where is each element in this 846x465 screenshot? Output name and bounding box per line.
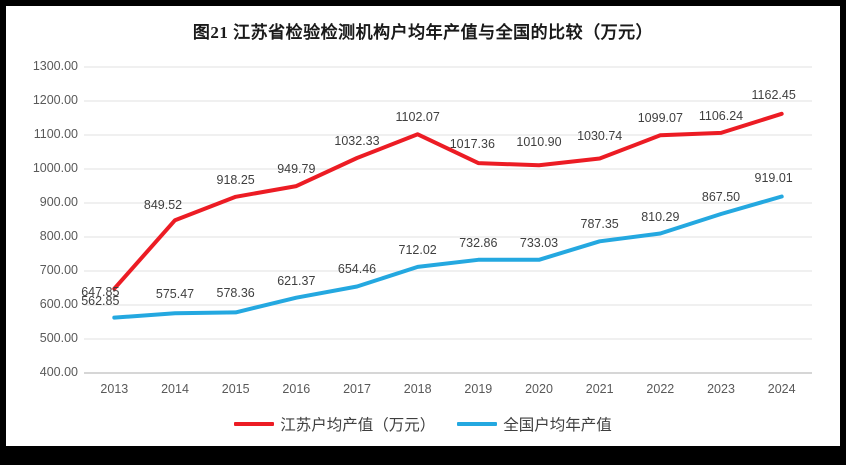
- x-axis-tick-label: 2023: [707, 382, 735, 396]
- x-axis-tick-label: 2014: [161, 382, 189, 396]
- x-axis-tick-label: 2018: [403, 382, 432, 396]
- data-label: 1099.07: [637, 111, 683, 126]
- y-axis-tick-label: 900.00: [39, 195, 78, 209]
- legend-label: 江苏户均产值（万元）: [280, 417, 436, 434]
- y-axis-tick-label: 400.00: [39, 365, 78, 379]
- data-label: 849.52: [143, 198, 183, 213]
- y-axis-tick-label: 1100.00: [33, 127, 78, 141]
- x-axis-tick-label: 2022: [646, 382, 675, 396]
- data-label: 732.86: [459, 235, 498, 250]
- y-axis-tick-label: 600.00: [39, 297, 78, 311]
- data-label: 1010.90: [516, 135, 562, 150]
- plot-area: 1300.00 1200.00 1100.00 1000.00 900.00 800.00…: [6, 6, 840, 446]
- y-axis-tick-label: 1300.00: [32, 59, 78, 73]
- legend-swatch-icon: [457, 422, 498, 426]
- y-axis-tick-label: 1000.00: [32, 161, 78, 175]
- x-axis-tick-label: 2016: [282, 382, 311, 396]
- data-label: 575.47: [155, 287, 195, 302]
- data-label: 562.85: [81, 293, 120, 308]
- x-axis-tick-label: 2017: [343, 382, 371, 396]
- x-axis-tick-label: 2024: [767, 382, 796, 396]
- data-label: 919.01: [754, 170, 793, 185]
- data-label: 949.79: [277, 162, 316, 177]
- data-label: 733.03: [519, 235, 559, 250]
- data-label: 654.46: [337, 262, 377, 277]
- data-label: 918.25: [216, 172, 255, 187]
- data-label: 647.85: [81, 284, 120, 299]
- data-label: 712.02: [398, 242, 437, 257]
- data-label: 1017.36: [449, 137, 495, 152]
- series-line-national: [112, 194, 784, 320]
- chart-title: 图21 江苏省检验检测机构户均年产值与全国的比较（万元）: [192, 23, 654, 42]
- y-axis-tick-label: 700.00: [39, 263, 78, 277]
- data-label: 1106.24: [698, 108, 744, 123]
- y-axis-tick-label: 800.00: [39, 229, 78, 243]
- legend-label: 全国户均年产值: [503, 417, 612, 434]
- chart-legend: 江苏户均产值（万元） 全国户均年产值: [6, 413, 840, 435]
- data-label: 1032.33: [334, 134, 380, 148]
- x-axis-tick-label: 2015: [221, 382, 250, 396]
- chart-svg: [84, 66, 812, 374]
- data-label: 810.29: [641, 209, 680, 224]
- y-axis-tick-label: 1200.00: [32, 93, 78, 107]
- legend-swatch-icon: [234, 422, 275, 426]
- x-axis-tick-label: 2019: [464, 382, 493, 396]
- data-label: 787.35: [580, 217, 619, 232]
- legend-item-national[interactable]: 全国户均年产值: [457, 413, 612, 435]
- chart-figure: 图21 江苏省检验检测机构户均年产值与全国的比较（万元） 1300.00 1200…: [6, 6, 840, 446]
- data-label: 1030.74: [577, 128, 623, 143]
- x-axis-tick-label: 2020: [525, 382, 553, 396]
- data-label: 578.36: [216, 286, 255, 301]
- series-line-jiangsu: [112, 111, 784, 291]
- legend-item-jiangsu[interactable]: 江苏户均产值（万元）: [234, 413, 435, 435]
- x-axis-tick-label: 2021: [585, 382, 614, 396]
- data-label: 867.50: [701, 190, 741, 205]
- data-label: 1102.07: [395, 110, 440, 125]
- data-label: 621.37: [277, 273, 316, 288]
- data-label: 1162.45: [751, 87, 796, 102]
- series-lines: [112, 111, 784, 320]
- x-axis-tick-label: 2013: [100, 382, 129, 396]
- y-axis-tick-label: 500.00: [39, 331, 78, 345]
